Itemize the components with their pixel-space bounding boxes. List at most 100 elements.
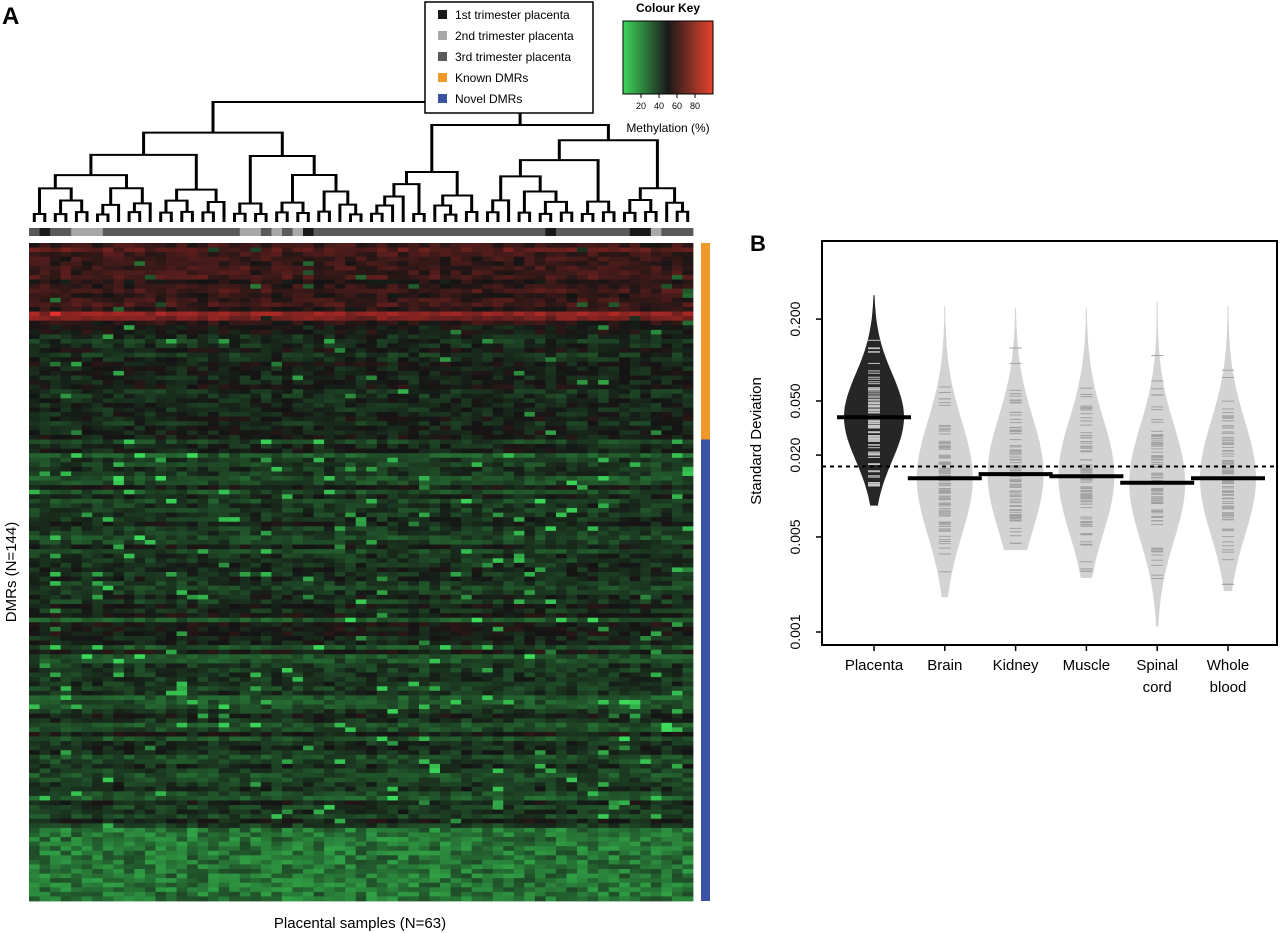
heatmap-cell — [671, 329, 683, 335]
heatmap-cell — [366, 348, 378, 354]
heatmap-cell — [197, 562, 209, 568]
heatmap-cell — [113, 398, 125, 404]
heatmap-cell — [271, 471, 283, 477]
heatmap-cell — [555, 453, 567, 459]
heatmap-cell — [60, 352, 72, 358]
heatmap-cell — [292, 444, 304, 450]
heatmap-cell — [471, 549, 483, 555]
heatmap-cell — [208, 549, 220, 555]
heatmap-cell — [260, 398, 272, 404]
heatmap-cell — [229, 306, 241, 312]
heatmap-cell — [102, 530, 114, 536]
heatmap-cell — [271, 366, 283, 372]
heatmap-cell — [239, 402, 251, 408]
heatmap-cell — [397, 389, 409, 395]
heatmap-cell — [334, 370, 346, 376]
heatmap-cell — [408, 357, 420, 363]
heatmap-cell — [482, 430, 494, 436]
heatmap-cell — [397, 325, 409, 331]
heatmap-cell — [450, 274, 462, 280]
heatmap-cell — [134, 494, 146, 500]
heatmap-cell — [376, 375, 388, 381]
heatmap-cell — [166, 572, 177, 577]
heatmap-cell — [440, 444, 451, 450]
heatmap-cell — [587, 380, 599, 386]
heatmap-cell — [60, 444, 72, 450]
heatmap-cell — [134, 402, 146, 408]
heatmap-cell — [534, 485, 546, 491]
heatmap-cell — [418, 288, 430, 294]
heatmap-cell — [134, 334, 146, 340]
heatmap-cell — [555, 457, 567, 463]
heatmap-cell — [661, 338, 673, 344]
heatmap-cell — [81, 535, 93, 541]
heatmap-cell — [102, 311, 114, 317]
heatmap-cell — [513, 243, 525, 248]
heatmap-cell — [60, 270, 72, 276]
heatmap-cell — [524, 306, 536, 312]
heatmap-cell — [440, 466, 451, 472]
heatmap-cell — [144, 402, 156, 408]
heatmap-cell — [471, 590, 483, 596]
heatmap-cell — [671, 334, 683, 340]
heatmap-cell — [524, 466, 536, 472]
heatmap-cell — [661, 297, 673, 303]
heatmap-cell — [629, 457, 641, 463]
heatmap-cell — [503, 407, 515, 413]
heatmap-cell — [355, 293, 367, 299]
heatmap-cell — [440, 480, 451, 486]
heatmap-cell — [303, 361, 314, 367]
heatmap-cell — [355, 274, 367, 280]
heatmap-cell — [534, 325, 546, 331]
heatmap-cell — [566, 334, 578, 340]
heatmap-cell — [355, 521, 367, 527]
heatmap-cell — [619, 274, 631, 280]
heatmap-cell — [366, 512, 378, 518]
heatmap-cell — [197, 476, 209, 482]
heatmap-cell — [134, 421, 146, 427]
heatmap-cell — [619, 581, 631, 587]
heatmap-cell — [513, 471, 525, 477]
heatmap-cell — [555, 439, 567, 445]
heatmap-cell — [619, 476, 631, 482]
heatmap-cell — [345, 261, 357, 267]
heatmap-cell — [524, 352, 536, 358]
heatmap-cell — [187, 558, 199, 564]
heatmap-cell — [313, 407, 325, 413]
heatmap-cell — [50, 352, 62, 358]
heatmap-cell — [471, 325, 483, 331]
heatmap-cell — [176, 503, 188, 509]
heatmap-cell — [682, 439, 694, 445]
heatmap-cell — [123, 530, 135, 536]
heatmap-cell — [134, 329, 146, 335]
heatmap-cell — [376, 503, 388, 509]
heatmap-cell — [50, 594, 62, 600]
heatmap-cell — [545, 288, 557, 294]
heatmap-cell — [292, 416, 304, 422]
heatmap-cell — [166, 549, 177, 555]
heatmap-cell — [461, 361, 473, 367]
heatmap-cell — [134, 412, 146, 418]
heatmap-cell — [271, 434, 283, 440]
heatmap-cell — [598, 562, 610, 568]
heatmap-cell — [682, 430, 694, 436]
heatmap-cell — [450, 329, 462, 335]
heatmap-cell — [60, 338, 72, 344]
heatmap-cell — [239, 572, 251, 577]
heatmap-cell — [545, 384, 557, 390]
heatmap-cell — [102, 526, 114, 532]
heatmap-cell — [418, 444, 430, 450]
heatmap-cell — [503, 306, 515, 312]
heatmap-cell — [29, 357, 40, 363]
heatmap-cell — [155, 581, 167, 587]
heatmap-cell — [260, 425, 272, 431]
heatmap-cell — [640, 421, 652, 427]
heatmap-cell — [545, 453, 557, 459]
heatmap-cell — [113, 316, 125, 322]
heatmap-cell — [587, 412, 599, 418]
heatmap-cell — [345, 430, 357, 436]
heatmap-cell — [418, 540, 430, 545]
heatmap-cell — [376, 407, 388, 413]
heatmap-cell — [587, 434, 599, 440]
heatmap-cell — [619, 530, 631, 536]
